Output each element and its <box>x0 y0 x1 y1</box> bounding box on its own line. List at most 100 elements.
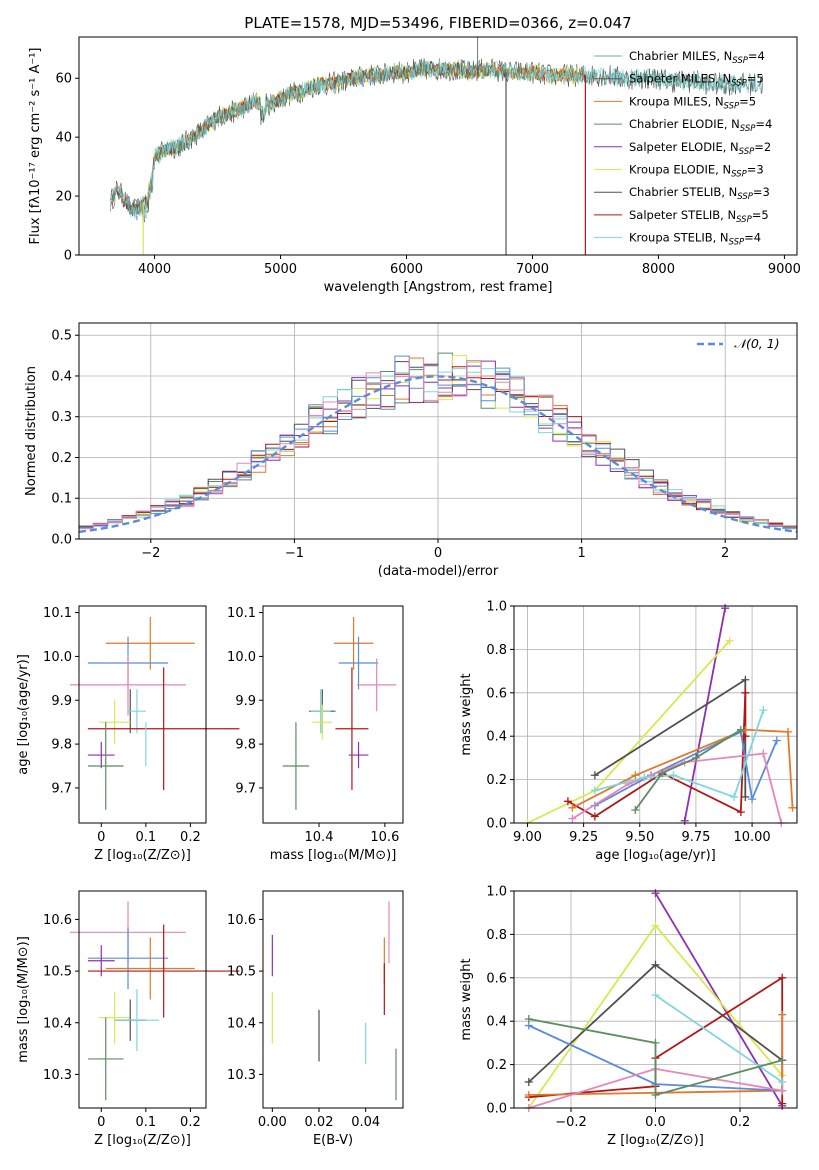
weight-point <box>658 769 667 778</box>
y-axis-label: mass weight <box>459 958 474 1040</box>
y-tick-label: 0.0 <box>486 817 507 832</box>
y-tick-label: 0.5 <box>51 329 72 344</box>
weight-series <box>528 1014 784 1096</box>
y-tick-label: 9.8 <box>51 738 72 753</box>
y-tick-label: 0.2 <box>486 773 507 788</box>
weight-point <box>590 786 599 795</box>
mass-vs-extinction-marks <box>271 901 397 1101</box>
x-tick-label: 0 <box>97 1115 105 1130</box>
weight-series <box>567 692 747 818</box>
y-tick-label: 9.7 <box>235 781 256 796</box>
x-tick-label: 10.00 <box>733 830 770 845</box>
weight-point <box>741 792 750 801</box>
y-tick-label: 10.6 <box>227 913 256 928</box>
weight-point <box>788 803 797 812</box>
age-vs-metallicity-frame: 0 0.1 0.2 9.7 9.8 9.9 10.0 10.1 Z [log₁₀(Z/Z⊙)] a… <box>16 605 207 863</box>
weight-point <box>590 812 599 821</box>
weight-point <box>651 991 660 1000</box>
weight-point <box>778 973 787 982</box>
x-tick-label: 0.00 <box>258 1115 287 1130</box>
weight-series <box>654 994 783 1083</box>
y-tick-label: 0.1 <box>51 492 72 507</box>
y-tick-label: 10.5 <box>43 965 72 980</box>
legend-entry: Salpeter ELODIE, NSSP=2 <box>629 140 771 157</box>
y-tick-label: 10.1 <box>227 606 256 621</box>
weight-point <box>784 727 793 736</box>
x-tick-label: −1 <box>285 546 304 561</box>
y-tick-label: 10.4 <box>227 1016 256 1031</box>
spectrum-plot: Chabrier MILES, NSSP=4 Salpeter MILES, NS… <box>28 36 801 295</box>
axes-frame <box>78 605 207 824</box>
weight-vs-metallicity: −0.2 0.0 0.2 0.0 0.2 0.4 0.6 0.8 1.0 Z [log₁₀(Z/Z… <box>459 885 798 1148</box>
weight-point <box>759 749 768 758</box>
x-axis-label: wavelength [Angstrom, rest frame] <box>324 280 553 295</box>
weight-series <box>683 608 726 821</box>
axes-frame <box>78 36 798 256</box>
y-tick-label: 20 <box>55 190 72 205</box>
weight-point <box>736 725 745 734</box>
x-tick-label: 0.2 <box>180 830 201 845</box>
y-tick-label: 0 <box>64 249 72 264</box>
weight-vs-age-frame: 9.00 9.25 9.50 9.75 10.00 0.0 0.2 0.4 0.6 0.8 1.0 a… <box>459 600 798 863</box>
weight-point <box>651 1038 660 1047</box>
x-tick-label: 9000 <box>768 262 801 277</box>
x-axis-label: age [log₁₀(age/yr)] <box>595 848 716 863</box>
spectrum-line <box>110 60 763 222</box>
y-tick-label: 10.0 <box>227 650 256 665</box>
x-tick-label: 2 <box>721 546 729 561</box>
legend-entry: Chabrier MILES, NSSP=4 <box>629 49 765 66</box>
axes-frame <box>513 605 798 824</box>
y-tick-label: 0.4 <box>486 1015 507 1030</box>
x-axis-label: E(B-V) <box>313 1133 353 1148</box>
mass-vs-metallicity-frame: 0 0.1 0.2 10.3 10.4 10.5 10.6 Z [log₁₀(Z/Z⊙)] ma… <box>16 890 207 1148</box>
y-axis-label: mass [log₁₀(M/M⊙)] <box>16 936 31 1063</box>
x-tick-label: −2 <box>141 546 160 561</box>
legend-entry: Kroupa MILES, NSSP=5 <box>629 94 756 111</box>
weight-point <box>640 773 649 782</box>
weight-point <box>590 771 599 780</box>
y-tick-label: 0.2 <box>486 1058 507 1073</box>
y-tick-label: 10.3 <box>227 1068 256 1083</box>
weight-vs-metallicity-marks <box>524 889 787 1112</box>
x-tick-label: 0.2 <box>180 1115 201 1130</box>
weight-point <box>778 1056 787 1065</box>
y-tick-label: 10.0 <box>43 650 72 665</box>
weight-point <box>778 1099 787 1108</box>
x-tick-label: 0 <box>434 546 442 561</box>
x-tick-label: 0.02 <box>305 1115 334 1130</box>
age-vs-mass-marks <box>282 616 397 810</box>
weight-point <box>741 688 750 697</box>
y-tick-label: 0.3 <box>51 410 72 425</box>
legend-entry: Salpeter STELIB, NSSP=5 <box>629 208 769 225</box>
weight-point <box>651 960 660 969</box>
residual-histogram-frame: −2 −1 0 1 2 0.0 0.1 0.2 0.3 0.4 0.5 (data-model)/er… <box>24 322 798 579</box>
x-tick-label: 10.6 <box>370 830 399 845</box>
weight-point <box>524 1077 533 1086</box>
y-tick-label: 0.6 <box>486 971 507 986</box>
x-axis-label: (data-model)/error <box>378 564 499 579</box>
weight-point <box>568 803 577 812</box>
weight-point <box>725 636 734 645</box>
x-tick-label: 7000 <box>516 262 549 277</box>
weight-point <box>631 805 640 814</box>
weight-point <box>759 706 768 715</box>
axes-frame <box>262 890 404 1109</box>
y-tick-label: 10.3 <box>43 1068 72 1083</box>
y-tick-label: 60 <box>55 72 72 87</box>
mass-vs-metallicity: 0 0.1 0.2 10.3 10.4 10.5 10.6 Z [log₁₀(Z/Z⊙)] ma… <box>16 890 240 1148</box>
x-axis-label: mass [log₁₀(M/M⊙)] <box>270 848 397 863</box>
y-tick-label: 0.8 <box>486 928 507 943</box>
legend-entry: Kroupa STELIB, NSSP=4 <box>629 231 761 248</box>
y-axis-label: Flux [fλ10⁻¹⁷ erg cm⁻² s⁻¹ A⁻¹] <box>28 48 43 245</box>
x-tick-label: 0.2 <box>730 1115 751 1130</box>
x-tick-label: 6000 <box>390 262 423 277</box>
weight-vs-metallicity-frame: −0.2 0.0 0.2 0.0 0.2 0.4 0.6 0.8 1.0 Z [log₁₀(Z/Z… <box>459 885 798 1148</box>
legend-entry: Salpeter MILES, NSSP=5 <box>629 72 764 89</box>
y-axis-label: age [log₁₀(age/yr)] <box>16 654 31 775</box>
weight-point <box>778 1010 787 1019</box>
y-tick-label: 10.1 <box>43 606 72 621</box>
weight-point <box>568 814 577 823</box>
mass-vs-extinction: 0.00 0.02 0.04 10.3 10.4 10.5 10.6 E(B-V) <box>227 890 404 1148</box>
weight-point <box>651 1090 660 1099</box>
weight-point <box>691 753 700 762</box>
